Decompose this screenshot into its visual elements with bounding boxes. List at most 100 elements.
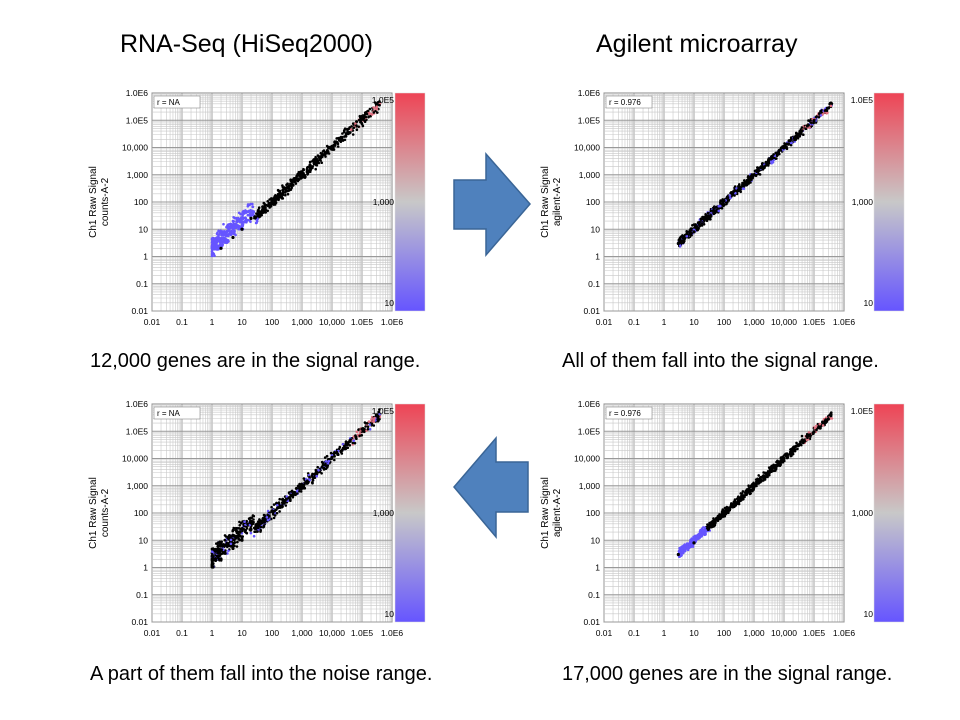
- y-axis-sublabel: agilent-A-2: [552, 488, 563, 537]
- data-point: [292, 184, 295, 187]
- data-point: [326, 462, 330, 466]
- colorbar-tick-label: 1,000: [373, 197, 395, 207]
- data-point: [284, 193, 287, 197]
- data-point: [726, 509, 729, 512]
- data-point: [341, 446, 345, 450]
- y-tick-label: 10,000: [574, 143, 600, 153]
- data-point: [219, 557, 223, 561]
- data-point: [351, 441, 355, 445]
- data-point: [731, 504, 735, 507]
- data-point: [815, 428, 818, 432]
- data-point: [344, 135, 348, 138]
- x-tick-label: 10: [689, 628, 699, 638]
- data-point: [717, 209, 721, 213]
- data-point: [324, 462, 327, 466]
- data-point: [215, 549, 219, 553]
- data-point: [210, 250, 214, 253]
- x-tick-label: 1.0E5: [351, 628, 373, 638]
- data-point: [218, 231, 222, 235]
- x-tick-label: 1.0E6: [833, 628, 855, 638]
- x-tick-label: 1,000: [743, 317, 765, 327]
- data-point: [231, 225, 234, 228]
- data-point: [244, 217, 248, 220]
- data-point: [370, 418, 373, 421]
- y-axis-label: Ch1 Raw Signal: [540, 166, 551, 238]
- data-point: [311, 166, 314, 170]
- data-point: [217, 237, 221, 240]
- data-point: [784, 453, 788, 456]
- data-point: [282, 188, 285, 191]
- data-point: [752, 484, 756, 488]
- colorbar-tick-label: 10: [385, 609, 395, 619]
- x-tick-label: 1.0E6: [381, 317, 403, 327]
- data-point: [223, 534, 227, 537]
- data-point: [734, 191, 737, 195]
- data-point: [219, 246, 223, 250]
- data-point: [726, 201, 729, 204]
- correlation-label: r = NA: [157, 409, 181, 418]
- arrow-left-icon: [453, 435, 529, 540]
- data-point: [226, 536, 229, 540]
- scatter-points: [676, 101, 834, 248]
- data-point: [301, 175, 305, 178]
- data-point: [248, 523, 252, 527]
- data-point: [250, 522, 254, 526]
- data-point: [800, 130, 803, 133]
- data-point: [709, 215, 713, 218]
- data-point: [216, 231, 219, 234]
- data-point: [261, 206, 265, 210]
- data-point: [766, 470, 770, 474]
- data-point: [733, 498, 737, 501]
- y-tick-label: 1: [143, 252, 148, 262]
- y-tick-label: 100: [134, 508, 148, 518]
- data-point: [826, 106, 830, 110]
- data-point: [240, 538, 244, 542]
- data-point: [369, 114, 372, 118]
- data-point: [252, 518, 255, 521]
- data-point: [692, 230, 696, 234]
- data-point: [249, 527, 253, 532]
- data-point: [300, 483, 304, 487]
- data-point: [227, 549, 230, 553]
- data-point: [355, 128, 359, 131]
- x-tick-label: 10: [689, 317, 699, 327]
- data-point: [821, 424, 825, 427]
- data-point: [238, 538, 241, 542]
- data-point: [355, 437, 358, 441]
- data-point: [723, 515, 727, 518]
- x-tick-label: 100: [717, 317, 731, 327]
- data-point: [366, 425, 370, 429]
- data-point: [334, 141, 338, 144]
- data-point: [237, 535, 240, 539]
- data-point: [719, 204, 722, 208]
- data-point: [333, 458, 336, 462]
- y-axis-label: Ch1 Raw Signal: [88, 477, 99, 549]
- data-point: [320, 472, 323, 475]
- data-point: [686, 548, 690, 552]
- x-tick-label: 0.1: [628, 317, 640, 327]
- data-point: [226, 552, 229, 555]
- data-point: [378, 103, 381, 107]
- data-point: [289, 188, 292, 191]
- data-point: [808, 126, 811, 129]
- x-tick-label: 1: [662, 628, 667, 638]
- data-point: [729, 196, 732, 200]
- data-point: [214, 557, 218, 560]
- data-point: [361, 124, 365, 128]
- x-tick-label: 1.0E6: [381, 628, 403, 638]
- data-point: [224, 240, 227, 244]
- data-point: [358, 434, 362, 438]
- data-point: [699, 531, 702, 534]
- data-point: [330, 144, 334, 148]
- data-point: [716, 516, 720, 520]
- x-tick-label: 1.0E5: [803, 628, 825, 638]
- data-point: [702, 219, 706, 222]
- data-point: [213, 254, 216, 257]
- data-point: [700, 222, 704, 225]
- annotation-box: [153, 406, 201, 420]
- data-point: [309, 160, 312, 164]
- data-point: [280, 505, 284, 509]
- data-point: [690, 228, 694, 232]
- data-point: [702, 215, 706, 219]
- x-tick-label: 1,000: [743, 628, 765, 638]
